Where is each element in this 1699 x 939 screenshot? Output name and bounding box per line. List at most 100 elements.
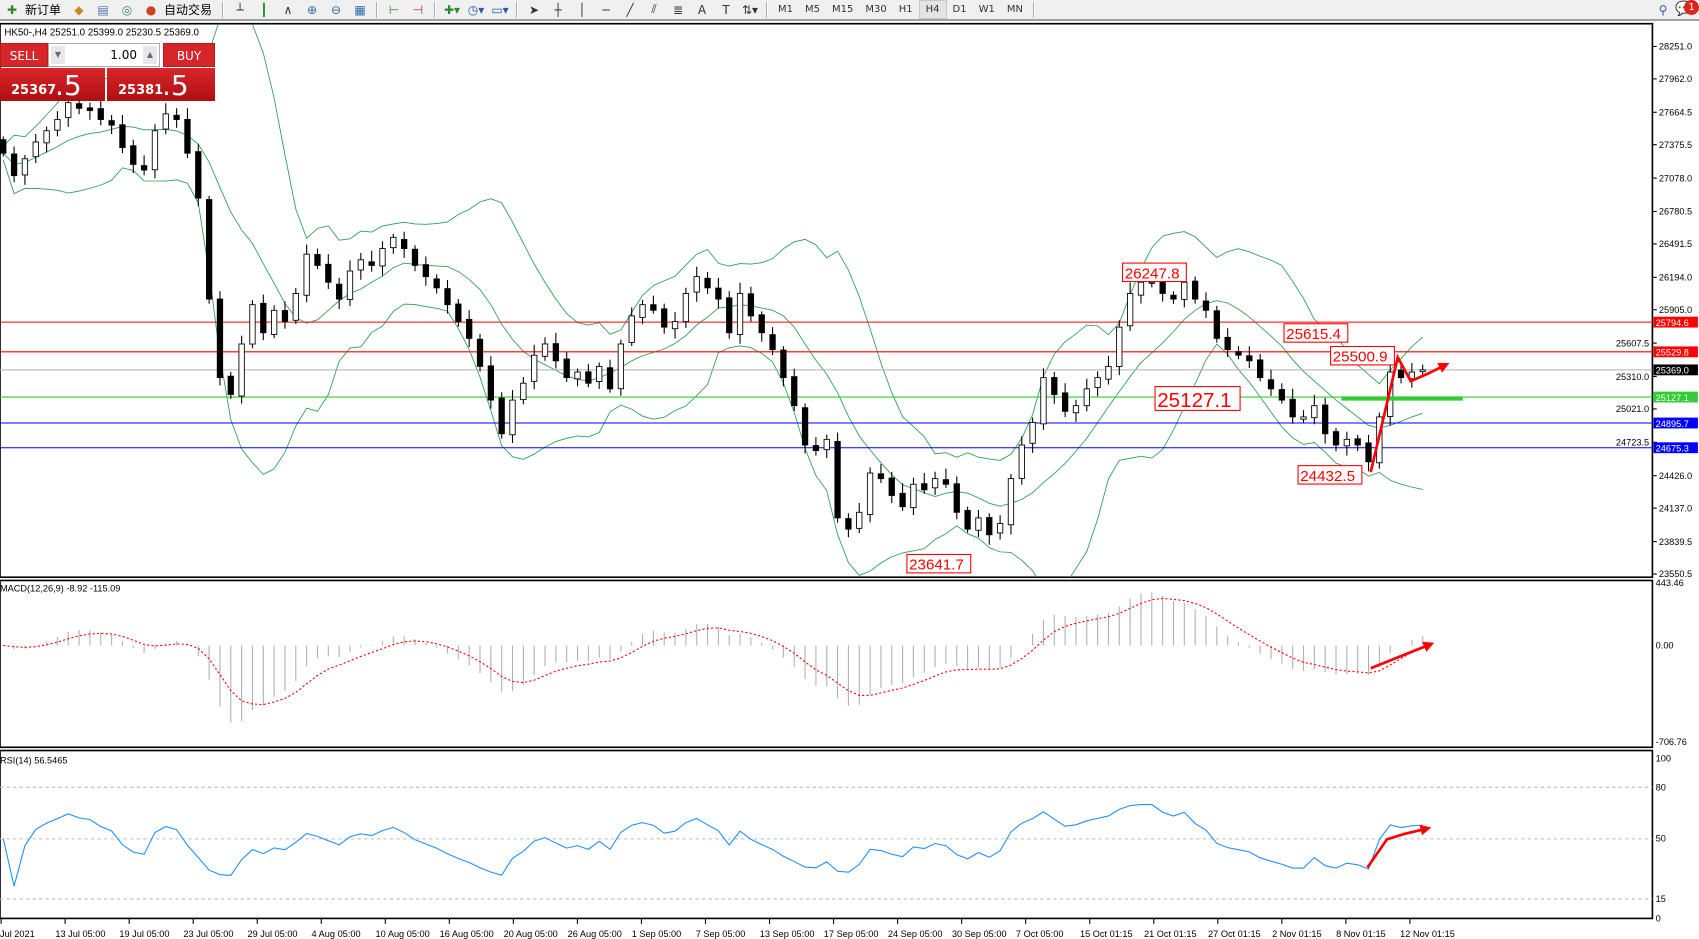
bullish-candle	[65, 102, 72, 118]
bearish-candle	[444, 288, 451, 306]
arrows-icon[interactable]: ⇅▾	[741, 2, 759, 17]
crosshair-icon[interactable]: ┼	[554, 2, 562, 17]
market-watch-icon[interactable]: ◆	[74, 2, 84, 17]
price-tick-label: 25021.0	[1616, 404, 1649, 414]
price-tick-label: 27375.5	[1659, 140, 1692, 150]
cursor-icon[interactable]: ➤	[529, 2, 540, 17]
buy-price-button[interactable]: 25381 .5	[107, 68, 215, 101]
chart-window[interactable]: 28251.0 27962.0 27664.5 27375.5 27078.0 26780…	[0, 21, 1699, 939]
bearish-candle	[411, 248, 419, 266]
fibonacci-icon[interactable]: ≣	[673, 2, 684, 17]
bearish-candle	[1278, 389, 1285, 401]
volume-up-icon[interactable]: ▲	[143, 46, 157, 64]
time-tick-label: 12 Nov 01:15	[1400, 929, 1455, 939]
bullish-candle	[1300, 416, 1307, 420]
bearish-candle	[325, 263, 332, 283]
trend-arrow-drawing	[1369, 353, 1450, 473]
text-icon[interactable]: A	[697, 2, 707, 17]
bullish-candle	[1072, 405, 1080, 414]
auto-trading-button[interactable]: 自动交易	[164, 3, 213, 17]
time-tick-label: 20 Aug 05:00	[504, 929, 558, 939]
navigator-icon[interactable]: ▤	[97, 2, 109, 17]
bar-chart-icon[interactable]: ┴	[236, 2, 244, 17]
text-label-icon[interactable]: T	[722, 2, 730, 17]
time-tick-label: 13 Sep 05:00	[760, 929, 815, 939]
timeframe-w1[interactable]: W1	[978, 4, 995, 15]
trendline-icon[interactable]: ╱	[626, 2, 634, 17]
timeframe-d1[interactable]: D1	[952, 4, 967, 15]
timeframe-m30[interactable]: M30	[865, 4, 887, 15]
templates-icon[interactable]: ▭▾	[491, 2, 509, 17]
macd-axis-label: -706.76	[1656, 737, 1687, 747]
bearish-candle	[130, 145, 137, 165]
sell-price-button[interactable]: 25367 .5	[0, 68, 105, 101]
price-annotation-box	[1297, 465, 1363, 485]
chart-shift-icon[interactable]: ⊣	[412, 2, 424, 17]
auto-trading-icon[interactable]: ●	[145, 2, 157, 17]
volume-input[interactable]	[67, 46, 137, 63]
line-chart-icon[interactable]: ∧	[283, 2, 293, 17]
bullish-candle	[292, 293, 299, 321]
bullish-candle	[1018, 444, 1025, 479]
new-order-icon[interactable]: ✚	[6, 2, 18, 17]
signal-icon[interactable]: ◎	[121, 2, 133, 17]
indicators-icon[interactable]: ✚▾	[443, 2, 461, 17]
sell-button[interactable]: SELL	[0, 43, 48, 67]
rsi-axis-label: 100	[1656, 753, 1671, 763]
timeframe-m15[interactable]: M15	[832, 4, 854, 15]
bullish-candle	[1419, 369, 1426, 373]
timeframe-mn[interactable]: MN	[1006, 4, 1023, 15]
bearish-candle	[986, 517, 993, 536]
bullish-candle	[617, 343, 625, 390]
main-chart-panel[interactable]	[0, 22, 1654, 579]
search-icon[interactable]: ⚲	[1658, 2, 1668, 17]
periods-clock-icon[interactable]: ◷▾	[467, 2, 485, 17]
trend-arrow-drawing	[1366, 824, 1432, 869]
timeframe-m1[interactable]: M1	[778, 4, 794, 15]
price-tick-label: 27664.5	[1659, 108, 1692, 118]
price-level-tag-label: 25127.1	[1656, 393, 1689, 403]
time-tick-label: 15 Oct 01:15	[1080, 929, 1133, 939]
bearish-candle	[650, 304, 657, 311]
timeframe-h4[interactable]: H4	[918, 0, 947, 19]
time-tick-label: 10 Aug 05:00	[376, 929, 430, 939]
bearish-candle	[1061, 392, 1069, 412]
auto-scroll-icon[interactable]: ⊢	[388, 2, 400, 17]
bearish-candle	[563, 358, 570, 379]
bearish-candle	[260, 302, 267, 334]
equidistant-channel-icon[interactable]: ⫽	[651, 2, 657, 16]
notifications-button[interactable]: 💬 1	[1675, 0, 1699, 19]
bearish-candle	[953, 483, 960, 513]
bullish-candle	[682, 293, 690, 323]
zoom-in-icon[interactable]: ⊕	[307, 2, 318, 17]
bearish-candle	[0, 139, 7, 154]
price-tick-label: 25607.5	[1616, 338, 1649, 348]
timeframe-h1[interactable]: H1	[898, 4, 913, 15]
bearish-candle	[791, 376, 798, 407]
bearish-candle	[466, 318, 473, 339]
sell-price-fraction: .5	[55, 69, 82, 102]
bearish-candle	[921, 483, 928, 491]
time-tick-label: 30 Sep 05:00	[952, 929, 1007, 939]
volume-down-icon[interactable]: ▼	[51, 46, 65, 64]
buy-price-fraction: .5	[162, 69, 189, 102]
buy-button[interactable]: BUY	[163, 43, 215, 67]
bearish-candle	[1170, 294, 1177, 300]
time-tick-label: 27 Oct 01:15	[1208, 929, 1261, 939]
rsi-axis-label: 15	[1656, 894, 1666, 904]
candlestick-chart-icon[interactable]: ┃	[260, 2, 268, 17]
rsi-axis-label: 50	[1656, 834, 1666, 844]
macd-axis-label: 443.46	[1656, 578, 1684, 588]
bearish-candle	[888, 477, 895, 496]
bullish-candle	[736, 293, 744, 335]
zoom-out-icon[interactable]: ⊖	[331, 2, 342, 17]
macd-axis-label: 0.00	[1656, 641, 1674, 651]
new-order-button[interactable]: 新订单	[25, 3, 62, 17]
tile-windows-icon[interactable]: ▦	[354, 2, 366, 17]
timeframe-m5[interactable]: M5	[805, 4, 821, 15]
bearish-candle	[86, 107, 94, 111]
rsi-panel[interactable]	[0, 749, 1654, 920]
horizontal-line-icon[interactable]: ─	[602, 2, 610, 17]
bearish-candle	[704, 277, 711, 289]
vertical-line-icon[interactable]: │	[578, 2, 586, 17]
